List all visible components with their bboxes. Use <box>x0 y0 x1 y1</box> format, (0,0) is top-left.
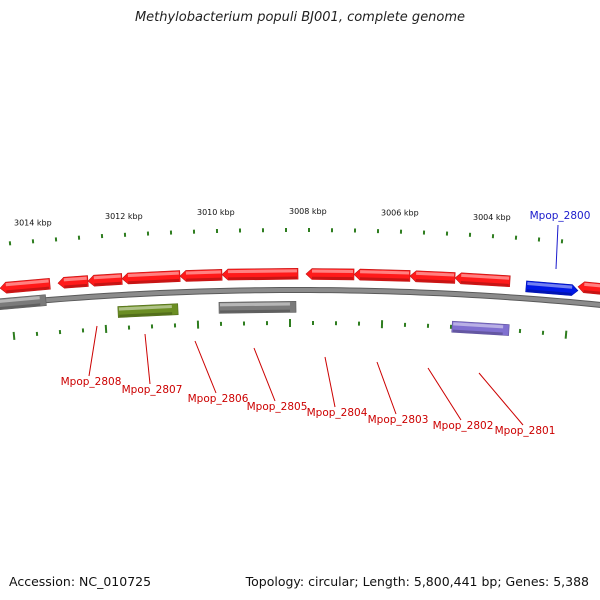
cds-gene-arrow <box>221 267 299 281</box>
ruler-minor-tick <box>215 228 219 234</box>
gene-label: Mpop_2802 <box>433 420 494 432</box>
accession-text: Accession: NC_010725 <box>9 574 152 589</box>
cds-gene-arrow <box>87 273 123 287</box>
ruler-minor-tick <box>399 229 403 234</box>
ruler-minor-tick <box>426 323 430 328</box>
highlight-gene-arrow <box>525 280 579 296</box>
ruler-minor-tick <box>330 228 334 233</box>
scale-label: 3012 kbp <box>105 212 143 221</box>
ruler-minor-tick <box>150 324 154 329</box>
cds-gene-arrow <box>454 272 511 288</box>
gene-leader-line <box>555 224 559 270</box>
rna-feature-block <box>451 320 510 336</box>
gene-leader-line <box>324 356 336 408</box>
pseudogene-block <box>0 294 47 311</box>
gene-leader-line <box>253 347 276 402</box>
ruler-major-tick <box>288 318 292 328</box>
cds-gene-arrow <box>305 268 355 281</box>
ruler-minor-tick <box>81 328 85 333</box>
gene-label: Mpop_2800 <box>530 210 591 222</box>
ruler-minor-tick <box>445 231 449 236</box>
gene-leader-line <box>478 372 524 426</box>
ruler-minor-tick <box>357 321 361 326</box>
ruler-minor-tick <box>311 320 315 326</box>
ruler-minor-tick <box>146 231 150 236</box>
gene-label: Mpop_2804 <box>307 407 368 419</box>
ruler-minor-tick <box>58 330 62 335</box>
ruler-minor-tick <box>219 321 223 326</box>
ruler-minor-tick <box>173 323 177 328</box>
ruler-minor-tick <box>403 322 407 327</box>
ruler-minor-tick <box>376 229 380 234</box>
cds-gene-arrow <box>353 268 411 282</box>
cds-gene-arrow <box>179 269 223 282</box>
gene-leader-line <box>88 325 98 377</box>
gene-leader-line <box>144 333 151 385</box>
cds-gene-arrow <box>577 281 600 296</box>
ruler-minor-tick <box>422 230 426 235</box>
scale-label: 3006 kbp <box>381 209 419 218</box>
gene-label: Mpop_2808 <box>61 376 122 388</box>
gene-label: Mpop_2806 <box>188 393 249 405</box>
ruler-major-tick <box>12 331 16 340</box>
ruler-major-tick <box>564 330 568 339</box>
ruler-minor-tick <box>123 232 127 237</box>
ruler-minor-tick <box>468 232 472 237</box>
cds-gene-arrow <box>57 275 89 289</box>
topology-text: Topology: circular; Length: 5,800,441 bp… <box>245 574 589 589</box>
ruler-major-tick <box>104 324 108 333</box>
scale-label: 3010 kbp <box>197 208 235 217</box>
ruler-minor-tick <box>334 321 338 326</box>
pseudogene-block <box>218 301 297 314</box>
cds-gene-arrow <box>409 270 456 284</box>
gene-label: Mpop_2803 <box>368 414 429 426</box>
cds-gene-arrow <box>0 278 51 294</box>
cds-gene-arrow <box>121 270 181 285</box>
ruler-minor-tick <box>560 239 564 244</box>
gene-leader-line <box>194 340 217 394</box>
ruler-minor-tick <box>284 227 288 233</box>
scale-label: 3004 kbp <box>473 213 511 222</box>
ruler-minor-tick <box>54 237 58 242</box>
ruler-minor-tick <box>100 234 104 239</box>
ruler-minor-tick <box>514 235 518 240</box>
misc-feature-block <box>117 303 179 318</box>
ruler-minor-tick <box>169 230 173 235</box>
ruler-minor-tick <box>35 331 39 336</box>
ruler-minor-tick <box>541 330 545 335</box>
ruler-minor-tick <box>127 325 131 330</box>
gene-leader-line <box>427 367 462 421</box>
ruler-minor-tick <box>77 235 81 240</box>
scale-label: 3008 kbp <box>289 207 327 216</box>
ruler-minor-tick <box>261 228 265 233</box>
ruler-minor-tick <box>265 321 269 326</box>
scale-label: 3014 kbp <box>14 219 52 228</box>
ruler-minor-tick <box>353 228 357 233</box>
genome-backbone <box>0 287 600 307</box>
ruler-minor-tick <box>449 324 453 329</box>
ruler-minor-tick <box>8 241 12 246</box>
ruler-minor-tick <box>491 234 495 239</box>
ruler-major-tick <box>380 320 384 329</box>
ruler-minor-tick <box>537 237 541 242</box>
gene-label: Mpop_2805 <box>247 401 308 413</box>
ruler-minor-tick <box>518 328 522 334</box>
ruler-minor-tick <box>307 227 311 233</box>
ruler-minor-tick <box>242 321 246 326</box>
gene-label: Mpop_2807 <box>122 384 183 396</box>
map-title: Methylobacterium populi BJ001, complete … <box>134 10 466 25</box>
gene-leader-line <box>376 361 397 415</box>
ruler-minor-tick <box>238 228 242 233</box>
ruler-minor-tick <box>192 229 196 234</box>
gene-label: Mpop_2801 <box>495 425 556 437</box>
ruler-major-tick <box>196 320 200 329</box>
ruler-minor-tick <box>31 239 35 244</box>
